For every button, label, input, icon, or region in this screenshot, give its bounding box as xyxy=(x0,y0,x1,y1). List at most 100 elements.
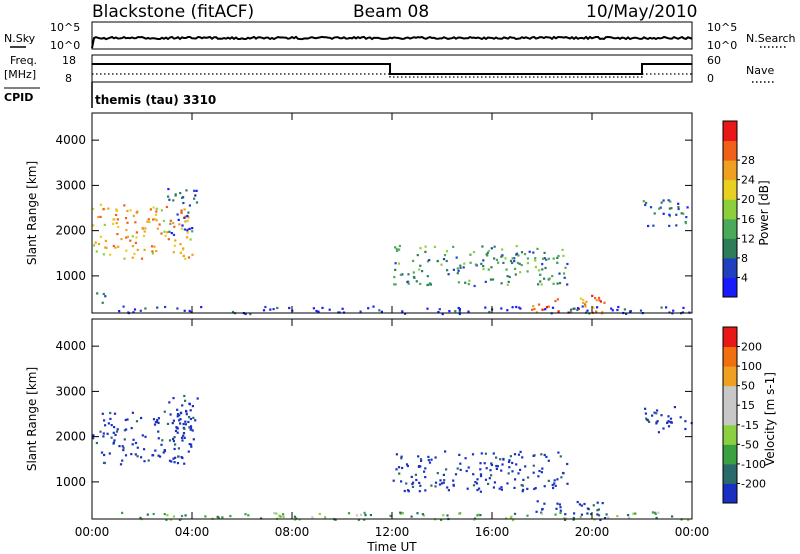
range-cell xyxy=(514,478,517,481)
range-cell xyxy=(97,242,101,246)
range-cell xyxy=(133,252,136,255)
range-cell xyxy=(367,307,370,310)
range-cell xyxy=(553,482,556,485)
range-cell xyxy=(122,305,125,308)
range-cell xyxy=(99,215,102,218)
range-cell xyxy=(522,488,525,491)
range-cell xyxy=(596,513,599,516)
range-cell xyxy=(557,310,560,313)
range-cell xyxy=(485,253,488,256)
range-cell xyxy=(117,225,120,229)
range-cell xyxy=(495,258,498,261)
range-cell xyxy=(566,482,569,485)
range-cell xyxy=(668,215,671,218)
range-cell xyxy=(682,212,685,215)
range-cell xyxy=(395,468,398,471)
range-cell xyxy=(139,516,142,519)
range-cell xyxy=(459,264,462,267)
range-cell xyxy=(508,466,511,469)
colorbar-segment xyxy=(723,366,737,387)
range-cell xyxy=(572,518,575,521)
range-cell xyxy=(515,245,518,248)
range-cell xyxy=(599,300,602,303)
velocity-cells xyxy=(92,394,693,522)
colorbar-tick-label: 20 xyxy=(741,193,755,206)
range-cell xyxy=(184,399,187,402)
y-tick-label: 3000 xyxy=(55,178,86,192)
range-cell xyxy=(398,248,401,251)
range-cell xyxy=(117,245,120,248)
range-cell xyxy=(440,263,443,266)
range-cell xyxy=(182,201,185,205)
range-cell xyxy=(168,439,172,442)
range-cell xyxy=(126,221,129,224)
range-cell xyxy=(670,207,673,210)
range-cell xyxy=(116,233,119,236)
range-cell xyxy=(394,268,397,271)
range-cell xyxy=(491,278,495,281)
range-cell xyxy=(487,249,491,253)
range-cell xyxy=(180,211,183,215)
range-cell xyxy=(552,282,555,285)
nsearch-tick-bottom: 10^0 xyxy=(707,39,737,52)
range-cell xyxy=(458,312,461,316)
range-cell xyxy=(185,189,188,192)
range-cell xyxy=(405,463,409,466)
range-cell xyxy=(537,475,540,478)
range-cell xyxy=(463,262,466,265)
range-cell xyxy=(429,282,432,285)
range-cell xyxy=(405,482,408,485)
range-cell xyxy=(378,309,381,312)
range-cell xyxy=(473,284,476,288)
range-cell xyxy=(174,456,177,459)
range-cell xyxy=(562,472,565,475)
range-cell xyxy=(515,252,519,255)
range-cell xyxy=(651,511,654,514)
range-cell xyxy=(482,265,485,268)
range-cell xyxy=(540,453,543,456)
range-cell xyxy=(315,309,318,313)
colorbar-tick-label: 4 xyxy=(741,271,748,284)
range-cell xyxy=(112,441,115,444)
x-tick-label: 08:00 xyxy=(275,525,310,539)
range-cell xyxy=(532,471,535,474)
range-cell xyxy=(176,413,180,416)
range-cell xyxy=(118,310,121,313)
range-cell xyxy=(189,425,193,428)
range-cell xyxy=(564,518,567,521)
range-cell xyxy=(109,253,112,256)
range-cell xyxy=(532,251,535,254)
range-cell xyxy=(429,283,432,286)
range-cell xyxy=(533,307,536,311)
freq-trace xyxy=(92,63,692,75)
range-cell xyxy=(514,273,517,276)
range-cell xyxy=(229,515,232,518)
range-cell xyxy=(655,516,658,519)
range-cell xyxy=(610,307,613,310)
range-cell xyxy=(166,231,169,234)
range-cell xyxy=(452,268,455,271)
range-cell xyxy=(505,268,508,271)
range-cell xyxy=(146,220,149,223)
range-cell xyxy=(554,484,557,487)
x-tick-label: 04:00 xyxy=(175,525,210,539)
range-cell xyxy=(421,513,424,516)
range-cell xyxy=(532,305,535,308)
range-cell xyxy=(189,428,192,431)
range-cell xyxy=(341,307,344,310)
colorbar-segment xyxy=(723,444,737,465)
range-cell xyxy=(134,453,137,456)
range-cell xyxy=(456,467,459,470)
range-cell xyxy=(493,481,496,484)
range-cell xyxy=(172,440,175,443)
colorbar-tick-label: 50 xyxy=(741,380,755,393)
range-cell xyxy=(438,483,442,486)
range-cell xyxy=(110,424,113,427)
range-cell xyxy=(436,260,439,263)
range-cell xyxy=(486,251,489,254)
range-cell xyxy=(668,224,671,227)
range-cell xyxy=(177,218,180,221)
range-cell xyxy=(434,456,437,459)
range-cell xyxy=(547,305,550,308)
range-cell xyxy=(652,224,655,227)
